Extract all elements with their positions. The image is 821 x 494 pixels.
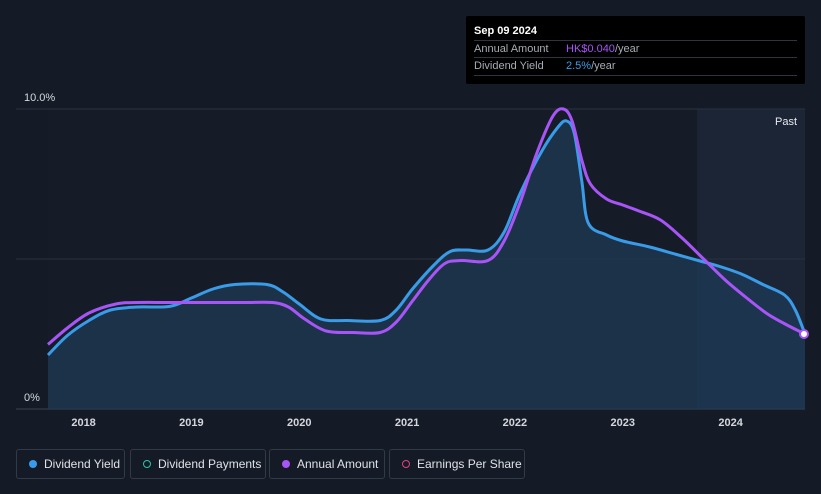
legend-label: Dividend Payments (158, 457, 262, 471)
tooltip-unit: /year (591, 60, 616, 72)
x-tick-label: 2021 (395, 417, 419, 429)
legend-item-dividend-yield[interactable]: Dividend Yield (16, 449, 125, 479)
hover-tooltip: Sep 09 2024 Annual Amount HK$0.040/year … (466, 16, 805, 84)
earnings-per-share-ring-icon (402, 460, 410, 468)
tooltip-label: Dividend Yield (474, 60, 544, 72)
x-tick-label: 2019 (179, 417, 203, 429)
legend-item-annual-amount[interactable]: Annual Amount (269, 449, 385, 479)
dividend-yield-dot-icon (29, 460, 37, 468)
tooltip-value: HK$0.040 (566, 43, 615, 55)
tooltip-row-dividend-yield: Dividend Yield 2.5%/year (474, 57, 797, 76)
legend-item-dividend-payments[interactable]: Dividend Payments (130, 449, 266, 479)
x-tick-label: 2018 (71, 417, 95, 429)
y-tick-label: 10.0% (24, 92, 55, 104)
annual-amount-dot-icon (282, 460, 290, 468)
tooltip-unit: /year (614, 43, 640, 55)
legend-label: Earnings Per Share (417, 457, 522, 471)
dividend-yield-line (46, 119, 807, 357)
tooltip-date: Sep 09 2024 (474, 25, 537, 37)
past-label: Past (775, 116, 797, 128)
dividend-yield-area (48, 120, 805, 409)
tooltip-value: 2.5% (566, 60, 592, 72)
y-tick-label: 0% (24, 392, 40, 404)
legend-item-earnings-per-share[interactable]: Earnings Per Share (389, 449, 525, 479)
x-tick-label: 2022 (503, 417, 527, 429)
annual-amount-line (47, 107, 806, 346)
x-tick-label: 2020 (287, 417, 311, 429)
legend-label: Annual Amount (297, 457, 379, 471)
x-tick-label: 2024 (718, 417, 743, 429)
dividend-chart: 10.0% 0% Past 2018 2019 2020 2021 2022 2023 2024 (16, 92, 809, 429)
tooltip-label: Annual Amount (474, 43, 549, 55)
x-tick-label: 2023 (611, 417, 635, 429)
legend-label: Dividend Yield (44, 457, 121, 471)
tooltip-row-annual-amount: Annual Amount HK$0.040/year (474, 40, 797, 58)
dividend-payments-ring-icon (143, 460, 151, 468)
end-point-marker (799, 329, 809, 339)
